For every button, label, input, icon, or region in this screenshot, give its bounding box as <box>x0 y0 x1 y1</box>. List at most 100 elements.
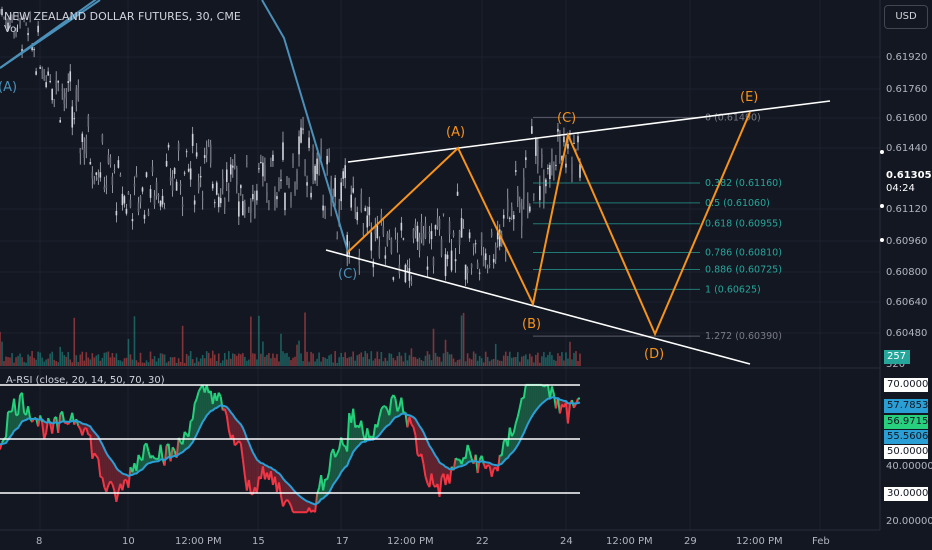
volume-bar <box>432 328 435 366</box>
rsi-line-segment <box>135 454 140 472</box>
candle-body <box>155 182 158 196</box>
candle-body <box>302 128 304 130</box>
lower-channel-line[interactable] <box>325 249 751 365</box>
volume-bar <box>215 360 218 366</box>
rsi-line-segment <box>360 420 365 435</box>
volume-bar <box>101 357 104 366</box>
volume-bar <box>57 362 60 366</box>
volume-bar <box>396 356 399 366</box>
wave-label-orange-c: (C) <box>557 111 576 126</box>
volume-bar <box>153 356 156 366</box>
fib-level-label: 0.886 (0.60725) <box>705 264 782 275</box>
rsi-line-segment <box>141 444 146 461</box>
rsi-axis-label: 40.00000 <box>886 461 932 472</box>
candle-body <box>59 120 62 123</box>
volume-bar <box>103 352 106 366</box>
candle-body <box>350 194 353 208</box>
rsi-line-segment <box>566 403 571 424</box>
volume-bar <box>306 351 308 366</box>
candle-body <box>119 174 122 177</box>
candle-body <box>157 194 160 197</box>
rsi-pane[interactable] <box>0 383 581 514</box>
volume-bar <box>63 355 66 366</box>
candle-body <box>448 221 451 235</box>
candle-body <box>430 231 433 240</box>
volume-bar <box>242 353 244 366</box>
candle-body <box>127 191 130 195</box>
rsi-line-segment <box>346 413 351 452</box>
volume-bar <box>298 340 300 366</box>
candle-body <box>197 181 200 190</box>
candle-body <box>105 184 108 188</box>
candle-body <box>306 182 308 186</box>
volume-bar <box>75 355 78 366</box>
fib-retracement[interactable]: 0 (0.61490) 0.382 (0.61160) 0.5 (0.61060) 0… <box>533 112 782 342</box>
candle-body <box>161 195 164 205</box>
volume-bar <box>520 356 523 366</box>
volume-bar <box>127 338 130 366</box>
candle-body <box>55 80 57 88</box>
candle-body <box>109 157 112 165</box>
candle-body <box>101 134 104 143</box>
volume-bar <box>502 355 505 366</box>
volume-legend[interactable]: Vol <box>4 24 19 35</box>
volume-bar <box>254 353 256 366</box>
volume-bar <box>414 357 417 366</box>
orange-wave-path[interactable] <box>347 111 751 337</box>
rsi-axis-label: 20.00000 <box>886 516 932 527</box>
volume-bar <box>569 341 571 366</box>
candle-body <box>1 9 3 16</box>
candle-body <box>232 165 234 168</box>
upper-channel-line[interactable] <box>347 100 831 163</box>
rsi-line-segment <box>193 398 198 404</box>
candle-body <box>262 162 264 177</box>
volume-bar <box>577 361 579 366</box>
rsi-overbought-tag: 70.00000 <box>884 378 932 392</box>
volume-bar <box>338 357 340 366</box>
candle-body <box>37 25 39 33</box>
volume-bar <box>69 359 72 366</box>
volume-bar <box>15 357 17 366</box>
volume-bar <box>43 361 45 366</box>
symbol-title[interactable]: NEW ZEALAND DOLLAR FUTURES, 30, CME <box>4 10 241 23</box>
candle-body <box>81 133 84 143</box>
volume-bar <box>380 351 383 366</box>
currency-button[interactable]: USD <box>884 5 928 29</box>
price-axis[interactable]: 0.61920 0.61760 0.61600 0.61440 0.61120 … <box>886 52 932 527</box>
volume-bar <box>187 355 190 366</box>
candle-body <box>555 164 557 166</box>
volume-bar <box>175 362 178 366</box>
rsi-title[interactable]: A-RSI (close, 20, 14, 50, 70, 30) <box>6 375 165 386</box>
volume-bar <box>264 356 266 366</box>
rsi-line-segment <box>384 405 389 411</box>
volume-bar <box>93 357 96 366</box>
fib-level-label: 1 (0.60625) <box>705 284 761 295</box>
time-axis[interactable]: 8 10 12:00 PM 15 17 12:00 PM 22 24 12:00… <box>36 536 830 547</box>
volume-bar <box>45 359 47 366</box>
volume-bar <box>400 355 403 366</box>
volume-bar <box>185 353 188 366</box>
volume-bar <box>533 362 535 366</box>
volume-bar <box>23 361 25 366</box>
rsi-line-segment <box>468 450 473 460</box>
blue-wave-path[interactable] <box>0 0 349 253</box>
candle-body <box>0 9 1 13</box>
candle-body <box>264 165 266 181</box>
volume-bar <box>308 361 310 366</box>
volume-bar <box>350 356 353 366</box>
candle-body <box>53 98 55 101</box>
candle-body <box>229 164 232 175</box>
volume-bar <box>354 360 357 366</box>
volume-bar <box>402 361 405 366</box>
candle-body <box>298 136 300 155</box>
candle-body <box>189 168 192 180</box>
candle-body <box>227 190 230 193</box>
volume-bar <box>145 360 148 366</box>
rsi-line-segment <box>279 495 284 507</box>
volume-bar <box>183 362 186 366</box>
volume-bar <box>81 351 84 366</box>
volume-bar <box>496 359 499 366</box>
volume-bar <box>149 351 152 366</box>
volume-bar <box>304 312 306 366</box>
